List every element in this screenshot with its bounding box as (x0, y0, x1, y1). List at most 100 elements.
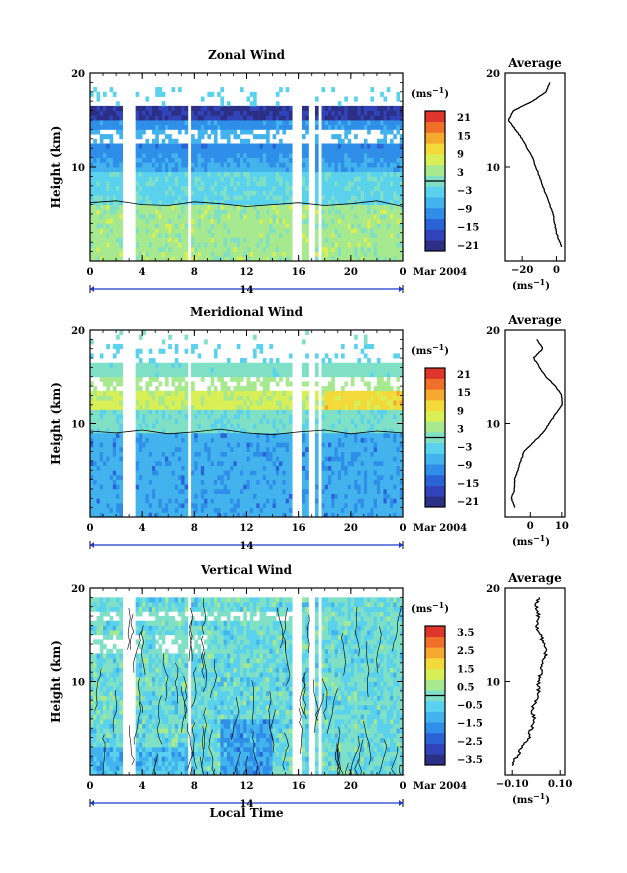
heatmap-cell (350, 199, 355, 205)
heatmap-cell (373, 181, 378, 187)
heatmap-cell (103, 181, 107, 187)
heatmap-cell (230, 162, 234, 168)
heatmap-cell (243, 372, 247, 378)
heatmap-cell (171, 493, 176, 499)
heatmap-cell (217, 395, 221, 401)
heatmap-cell (236, 367, 241, 373)
heatmap-cell (171, 195, 176, 201)
heatmap-cell (266, 152, 270, 158)
heatmap-cell (243, 124, 247, 130)
heatmap-cell (230, 246, 234, 252)
heatmap-cell (168, 209, 172, 215)
heatmap-cell (314, 143, 319, 149)
heatmap-cell (145, 120, 150, 126)
heatmap-cell (210, 185, 215, 191)
heatmap-cell (138, 167, 143, 173)
heatmap-cell (341, 152, 345, 158)
heatmap-cell (106, 512, 110, 518)
heatmap-cell (155, 498, 159, 504)
heatmap-cell (380, 162, 384, 168)
heatmap-cell (223, 162, 228, 168)
heatmap-cell (347, 176, 352, 182)
heatmap-cell (341, 204, 345, 210)
heatmap-cell (164, 176, 169, 182)
heatmap-cell (321, 432, 326, 438)
heatmap-cell (305, 460, 309, 466)
heatmap-cell (217, 418, 221, 424)
heatmap-cell (200, 232, 205, 238)
heatmap-cell (213, 367, 218, 373)
heatmap-cell (279, 460, 283, 466)
heatmap-cell (90, 502, 94, 509)
heatmap-cell (393, 190, 397, 196)
heatmap-cell (347, 105, 352, 111)
heatmap-cell (269, 446, 273, 452)
heatmap-cell (256, 390, 260, 396)
heatmap-cell (158, 167, 163, 173)
heatmap-cell (288, 162, 293, 168)
heatmap-cell (112, 171, 117, 177)
heatmap-cell (90, 493, 94, 499)
heatmap-cell (184, 214, 189, 220)
heatmap-cell (226, 143, 231, 149)
heatmap-cell (243, 246, 247, 252)
heatmap-cell (269, 404, 273, 410)
heatmap-cell (331, 152, 335, 158)
heatmap-cell (112, 120, 117, 126)
heatmap-cell (367, 223, 371, 229)
heatmap-cell (275, 157, 280, 163)
heatmap-cell (347, 190, 352, 196)
heatmap-cell (181, 209, 185, 215)
heatmap-cell (178, 162, 182, 168)
heatmap-cell (93, 423, 97, 429)
heatmap-cell (119, 176, 123, 182)
heatmap-cell (328, 362, 332, 368)
heatmap-cell (301, 143, 306, 149)
heatmap-cell (344, 242, 348, 248)
heatmap-cell (236, 409, 241, 415)
heatmap-cell (217, 218, 221, 224)
heatmap-cell (314, 423, 319, 429)
heatmap-cell (246, 362, 251, 368)
heatmap-cell (324, 390, 329, 396)
heatmap-cell (116, 446, 120, 452)
heatmap-cell (207, 414, 212, 420)
heatmap-cell (220, 242, 225, 248)
heatmap-cell (171, 432, 176, 438)
heatmap-cell (171, 181, 176, 187)
heatmap-cell (158, 465, 163, 471)
heatmap-cell (204, 185, 208, 191)
heatmap-cell (367, 185, 371, 191)
heatmap-cell (279, 502, 283, 509)
heatmap-cell (191, 256, 195, 262)
heatmap-cell (184, 470, 189, 476)
heatmap-cell (243, 190, 247, 196)
heatmap-cell (275, 185, 280, 191)
heatmap-cell (253, 418, 257, 424)
heatmap-cell (331, 223, 335, 229)
heatmap-cell (399, 190, 404, 196)
heatmap-cell (324, 148, 329, 154)
heatmap-cell (197, 456, 202, 462)
heatmap-cell (272, 115, 277, 121)
heatmap-cell (119, 134, 123, 140)
heatmap-cell (246, 390, 251, 396)
heatmap-cell (256, 242, 260, 248)
heatmap-cell (314, 148, 319, 154)
heatmap-cell (230, 512, 234, 518)
heatmap-cell (321, 171, 326, 177)
heatmap-cell (155, 228, 159, 234)
heatmap-cell (178, 409, 182, 415)
heatmap-cell (96, 428, 101, 434)
y-axis-label: Height (km) (49, 126, 63, 209)
heatmap-cell (243, 362, 247, 368)
heatmap-cell (334, 157, 339, 163)
heatmap-cell (253, 152, 257, 158)
heatmap-cell (399, 176, 404, 182)
heatmap-cell (246, 232, 251, 238)
heatmap-cell (321, 507, 326, 513)
heatmap-cell (243, 498, 247, 504)
heatmap-cell (279, 176, 283, 182)
heatmap-cell (138, 204, 143, 210)
heatmap-cell (200, 251, 205, 257)
